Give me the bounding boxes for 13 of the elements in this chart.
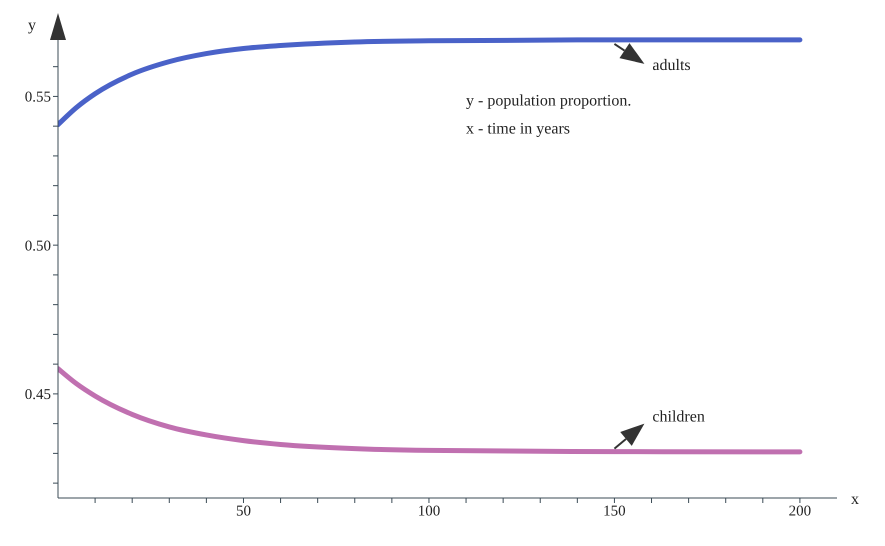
y-tick-label: 0.45 <box>24 387 51 404</box>
y-tick-label: 0.55 <box>24 90 51 106</box>
annotation: y - population proportion. <box>466 92 632 110</box>
x-tick-label: 100 <box>418 504 440 520</box>
series-label: children <box>652 408 705 426</box>
y-tick-label: 0.50 <box>24 238 51 254</box>
y-axis-title: y <box>28 17 36 34</box>
series-label: adults <box>652 56 691 74</box>
x-axis-title: x <box>851 491 859 508</box>
annotation: x - time in years <box>466 120 570 138</box>
x-tick-label: 200 <box>788 504 812 520</box>
x-tick-label: 50 <box>236 504 251 520</box>
x-tick-label: 150 <box>603 504 626 520</box>
